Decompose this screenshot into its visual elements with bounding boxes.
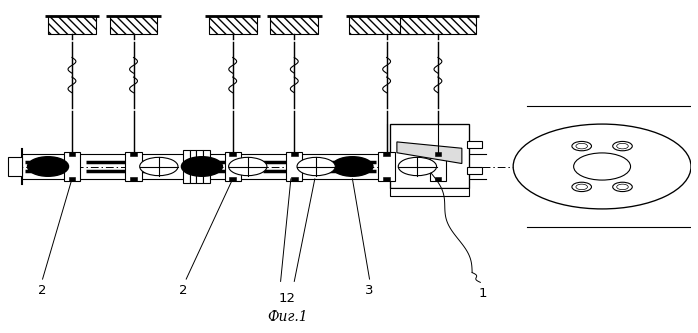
Bar	[190, 150, 196, 183]
Text: 3: 3	[365, 284, 373, 297]
Bar	[130, 177, 137, 181]
Text: 12: 12	[279, 292, 296, 305]
Text: 2: 2	[179, 284, 188, 297]
Bar	[110, 16, 158, 34]
Circle shape	[576, 143, 588, 149]
Circle shape	[572, 182, 591, 191]
Circle shape	[181, 157, 223, 176]
Circle shape	[576, 184, 588, 190]
Bar	[349, 16, 424, 34]
Circle shape	[574, 153, 630, 180]
Bar	[68, 177, 75, 181]
Circle shape	[399, 158, 436, 175]
Bar	[209, 16, 257, 34]
Circle shape	[140, 158, 178, 175]
Text: 1: 1	[478, 287, 487, 300]
Bar	[286, 152, 302, 181]
Bar	[291, 152, 297, 156]
Bar	[126, 152, 142, 181]
Text: 2: 2	[38, 284, 47, 297]
Circle shape	[27, 157, 68, 176]
Bar	[48, 16, 96, 34]
Bar	[225, 152, 241, 181]
Bar	[383, 152, 390, 156]
Bar	[229, 177, 236, 181]
Bar	[434, 177, 441, 181]
Bar	[270, 16, 318, 34]
Bar	[130, 152, 137, 156]
Circle shape	[297, 158, 335, 175]
Bar	[68, 152, 75, 156]
Bar	[390, 124, 469, 188]
Bar	[390, 188, 469, 196]
Bar	[196, 150, 203, 183]
Bar	[467, 141, 482, 148]
Text: Фиг.1: Фиг.1	[267, 310, 308, 324]
Bar	[291, 177, 297, 181]
Circle shape	[513, 124, 691, 209]
Bar	[383, 177, 390, 181]
Bar	[203, 150, 210, 183]
Bar	[64, 152, 80, 181]
Bar	[434, 152, 441, 156]
Circle shape	[229, 158, 267, 175]
Circle shape	[617, 143, 628, 149]
Circle shape	[572, 142, 591, 151]
Circle shape	[332, 157, 373, 176]
Bar	[183, 150, 190, 183]
Polygon shape	[397, 142, 462, 164]
Bar	[378, 152, 395, 181]
Bar	[229, 152, 236, 156]
Circle shape	[613, 142, 632, 151]
Circle shape	[617, 184, 628, 190]
Bar	[8, 157, 22, 176]
Bar	[430, 152, 446, 181]
Bar	[400, 16, 475, 34]
Circle shape	[613, 182, 632, 191]
Bar	[467, 166, 482, 174]
